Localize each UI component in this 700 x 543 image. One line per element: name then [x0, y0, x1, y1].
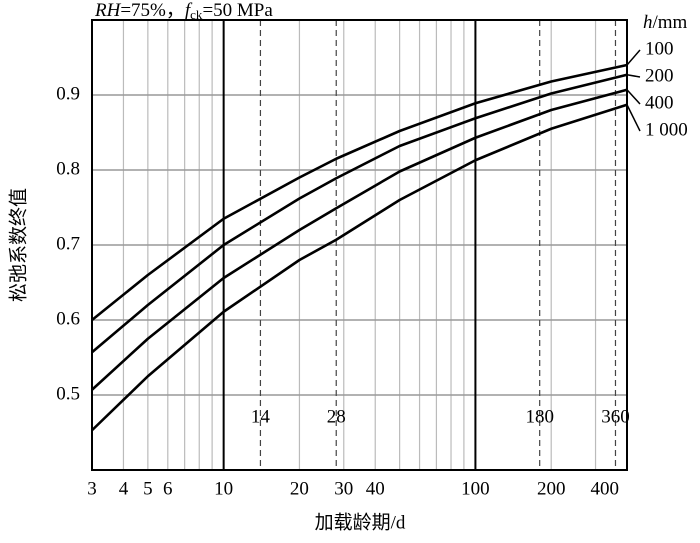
series-line — [91, 63, 628, 322]
marker-label: 180 — [525, 406, 554, 427]
series-line — [91, 88, 628, 391]
x-tick-label: 100 — [461, 478, 490, 499]
x-tick-label: 200 — [537, 478, 566, 499]
x-tick-label: 40 — [366, 478, 385, 499]
y-tick-label: 0.9 — [56, 83, 80, 104]
series-line — [91, 73, 628, 354]
marker-label: 28 — [327, 406, 346, 427]
x-tick-label: 3 — [87, 478, 97, 499]
legend-leader — [626, 104, 641, 132]
y-tick-label: 0.7 — [56, 233, 80, 254]
legend-label: 200 — [645, 65, 674, 86]
x-axis-label: 加载龄期/d — [315, 511, 406, 533]
legend-label: 400 — [645, 92, 674, 113]
x-tick-label: 30 — [334, 478, 353, 499]
y-axis-label: 松弛系数终值 — [7, 188, 29, 302]
plot-frame — [91, 19, 628, 471]
legend-leader — [626, 89, 641, 105]
y-tick-label: 0.5 — [56, 383, 80, 404]
x-tick-label: 20 — [290, 478, 309, 499]
x-tick-label: 6 — [163, 478, 173, 499]
x-tick-label: 4 — [119, 478, 129, 499]
chart-title: RH=75%，fck=50 MPa — [94, 0, 273, 22]
y-tick-label: 0.6 — [56, 308, 80, 329]
x-tick-label: 5 — [143, 478, 153, 499]
legend-leader — [626, 49, 641, 66]
series-line — [91, 103, 628, 432]
x-tick-label: 10 — [214, 478, 233, 499]
legend-leader — [626, 74, 641, 78]
legend-label: 100 — [645, 38, 674, 59]
marker-label: 360 — [601, 406, 630, 427]
y-tick-label: 0.8 — [56, 158, 80, 179]
x-tick-label: 400 — [591, 478, 620, 499]
marker-label: 14 — [251, 406, 271, 427]
legend-title: h/mm — [643, 12, 688, 33]
legend-label: 1 000 — [645, 119, 688, 140]
